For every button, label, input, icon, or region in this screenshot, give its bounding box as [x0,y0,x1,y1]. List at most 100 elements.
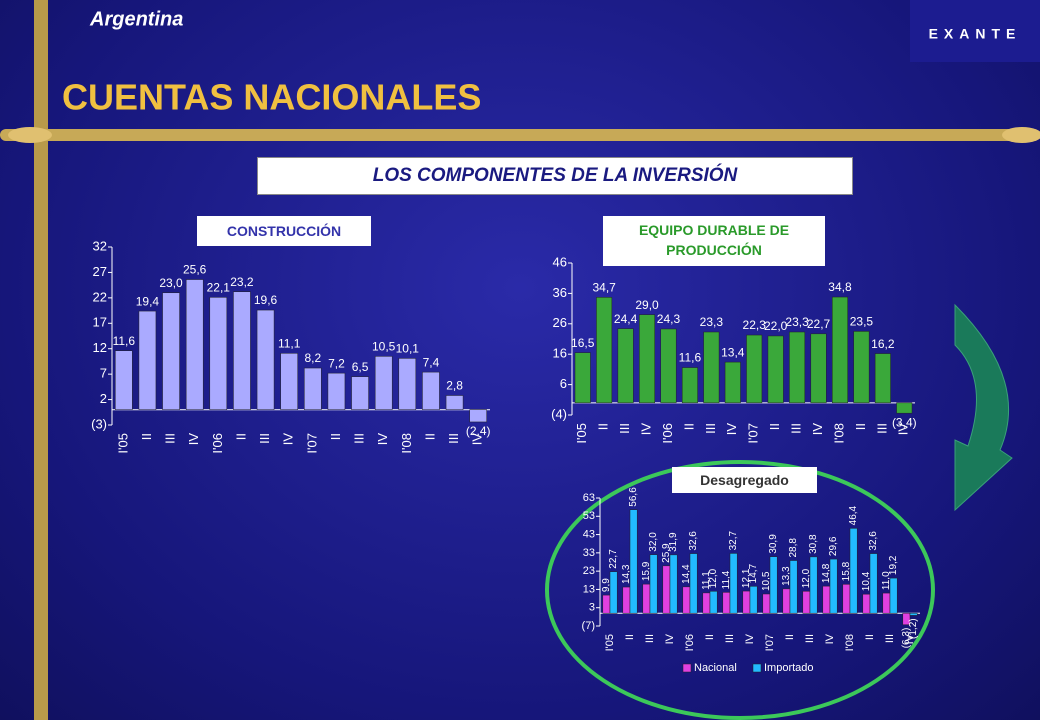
legend-swatch [682,663,692,673]
bar [902,612,911,625]
y-tick-label: 22 [93,289,107,304]
bar [115,350,133,410]
x-tick-label: IV [724,423,739,436]
x-tick-label: II [784,634,796,640]
x-tick-label: III [163,433,178,444]
data-label: 11,4 [721,570,732,589]
bar [280,353,298,410]
y-tick-label: 23 [583,565,595,577]
x-tick-label: III [257,433,272,444]
x-tick-label: I'08 [844,634,856,651]
bar [629,509,638,614]
y-tick-label: 17 [93,315,107,330]
data-label: 10,4 [861,571,872,591]
x-tick-label: I'08 [831,423,846,444]
bar [702,592,711,614]
bar [874,353,891,404]
bar [422,371,440,410]
x-tick-label: II [422,433,437,440]
data-label: 24,4 [614,312,638,326]
data-label: 31,9 [668,532,679,552]
bar [722,592,731,614]
bar [842,584,851,614]
chart-title: CONSTRUCCIÓN [197,216,371,246]
x-tick-label: I'05 [604,634,616,651]
data-label: 32,6 [868,531,879,551]
x-tick-label: II [624,634,636,640]
bar [729,553,738,614]
data-label: 22,7 [807,317,831,331]
data-label: 29,0 [635,298,659,312]
x-tick-label: I'07 [764,634,776,651]
data-label: 10,5 [761,571,772,591]
data-label: 30,8 [808,534,819,554]
data-label: 11,6 [113,334,136,348]
data-label: 13,4 [721,345,745,359]
bar [622,586,631,614]
highlight-ellipse [545,460,935,720]
y-tick-label: 26 [553,315,567,330]
x-tick-label: IV [810,423,825,436]
bar [762,593,771,614]
y-tick-label: 46 [553,254,567,269]
bar [782,588,791,614]
x-tick-label: IV [638,423,653,436]
bar [609,571,618,614]
data-label: 19,4 [136,294,160,308]
bar [162,292,180,410]
subtitle-box: LOS COMPONENTES DE LA INVERSIÓN [257,157,853,195]
data-label: 12,1 [741,568,752,588]
bar [853,331,870,404]
bar [709,591,718,614]
y-tick-label: 27 [93,264,107,279]
bar [649,554,658,614]
bar-end [1002,127,1040,143]
bar [602,594,611,614]
x-tick-label: I'07 [304,433,319,454]
y-tick-label: 13 [583,583,595,595]
data-label: (2,4) [466,424,491,438]
logo: EXANTE [929,26,1022,42]
x-tick-label: III [724,634,736,643]
data-label: 11,1 [701,571,712,590]
bar [832,296,848,404]
data-label: 15,9 [641,561,652,581]
chart-title: EQUIPO DURABLE DE PRODUCCIÓN [603,216,825,266]
x-tick-label: IV [904,633,916,644]
data-label: 25,6 [183,263,207,277]
x-tick-label: II [853,423,868,430]
country: Argentina [89,8,183,30]
x-tick-label: I'06 [660,423,675,444]
bar [445,395,464,410]
x-tick-label: I'06 [210,433,225,454]
bar [829,558,838,614]
x-tick-label: I'06 [684,634,696,651]
data-label: 23,3 [700,315,724,329]
bar [862,593,871,614]
legend-label: Importado [764,662,814,674]
bar [681,367,698,404]
data-label: 29,6 [828,536,839,556]
x-tick-label: IV [470,433,485,446]
y-tick-label: (3) [91,416,107,431]
data-label: 32,6 [688,531,699,551]
y-tick-label: 43 [583,528,595,540]
y-tick-label: 12 [93,340,107,355]
data-label: 14,3 [621,564,632,584]
legend-swatch [752,663,762,673]
x-tick-label: II [681,423,696,430]
bar [889,577,898,614]
gold-bar-vertical [34,0,48,720]
data-label: 13,3 [781,566,792,586]
data-label: 25,9 [661,543,672,563]
data-label: 9,9 [601,578,612,592]
x-tick-label: II [233,433,248,440]
bar [789,560,798,614]
y-tick-label: 53 [583,510,595,522]
bar [398,358,417,410]
x-tick-label: III [703,423,718,434]
bar [233,291,251,410]
bar [617,328,634,404]
data-label: 12,0 [708,568,719,588]
y-tick-label: 7 [100,366,107,381]
